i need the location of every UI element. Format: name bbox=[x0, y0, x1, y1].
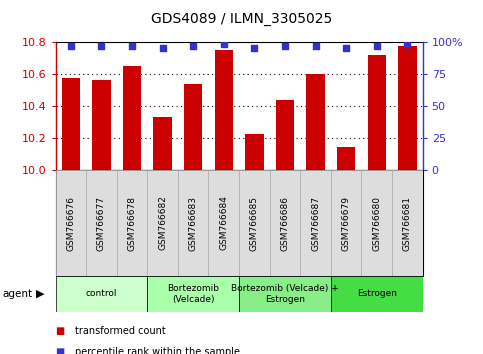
Point bbox=[342, 45, 350, 50]
Text: GSM766685: GSM766685 bbox=[250, 195, 259, 251]
Bar bbox=[209, 170, 239, 276]
Bar bbox=[86, 170, 117, 276]
Point bbox=[220, 41, 227, 47]
Text: GSM766678: GSM766678 bbox=[128, 195, 137, 251]
Text: ▶: ▶ bbox=[36, 289, 45, 299]
Text: Bortezomib
(Velcade): Bortezomib (Velcade) bbox=[167, 284, 219, 303]
Bar bbox=[56, 276, 147, 312]
Bar bbox=[56, 170, 86, 276]
Bar bbox=[331, 276, 423, 312]
Text: GDS4089 / ILMN_3305025: GDS4089 / ILMN_3305025 bbox=[151, 12, 332, 27]
Bar bbox=[276, 100, 294, 170]
Bar bbox=[392, 170, 423, 276]
Text: GSM766686: GSM766686 bbox=[281, 195, 289, 251]
Bar bbox=[331, 170, 361, 276]
Text: GSM766682: GSM766682 bbox=[158, 195, 167, 251]
Bar bbox=[147, 276, 239, 312]
Point bbox=[312, 44, 319, 49]
Text: GSM766683: GSM766683 bbox=[189, 195, 198, 251]
Bar bbox=[184, 84, 202, 170]
Bar bbox=[300, 170, 331, 276]
Point bbox=[98, 44, 105, 49]
Bar bbox=[368, 55, 386, 170]
Bar bbox=[239, 276, 331, 312]
Bar bbox=[239, 170, 270, 276]
Point bbox=[67, 44, 75, 49]
Text: GSM766679: GSM766679 bbox=[341, 195, 351, 251]
Bar bbox=[62, 78, 80, 170]
Bar bbox=[123, 65, 141, 170]
Text: GSM766684: GSM766684 bbox=[219, 195, 228, 251]
Point bbox=[189, 44, 197, 49]
Point bbox=[251, 45, 258, 50]
Bar bbox=[178, 170, 209, 276]
Bar bbox=[398, 46, 416, 170]
Text: GSM766681: GSM766681 bbox=[403, 195, 412, 251]
Point bbox=[403, 41, 411, 47]
Text: transformed count: transformed count bbox=[75, 326, 166, 336]
Text: percentile rank within the sample: percentile rank within the sample bbox=[75, 347, 240, 354]
Bar bbox=[245, 134, 264, 170]
Text: Estrogen: Estrogen bbox=[357, 289, 397, 298]
Bar bbox=[147, 170, 178, 276]
Text: GSM766676: GSM766676 bbox=[66, 195, 75, 251]
Bar bbox=[154, 118, 172, 170]
Bar bbox=[361, 170, 392, 276]
Text: ■: ■ bbox=[56, 347, 65, 354]
Bar bbox=[117, 170, 147, 276]
Bar bbox=[337, 147, 355, 170]
Text: agent: agent bbox=[2, 289, 32, 299]
Point bbox=[373, 44, 381, 49]
Point bbox=[128, 44, 136, 49]
Point bbox=[159, 45, 167, 50]
Bar bbox=[306, 74, 325, 170]
Text: Bortezomib (Velcade) +
Estrogen: Bortezomib (Velcade) + Estrogen bbox=[231, 284, 339, 303]
Bar bbox=[214, 50, 233, 170]
Bar bbox=[92, 80, 111, 170]
Text: control: control bbox=[85, 289, 117, 298]
Text: GSM766680: GSM766680 bbox=[372, 195, 381, 251]
Bar bbox=[270, 170, 300, 276]
Point bbox=[281, 44, 289, 49]
Text: GSM766687: GSM766687 bbox=[311, 195, 320, 251]
Text: ■: ■ bbox=[56, 326, 65, 336]
Text: GSM766677: GSM766677 bbox=[97, 195, 106, 251]
